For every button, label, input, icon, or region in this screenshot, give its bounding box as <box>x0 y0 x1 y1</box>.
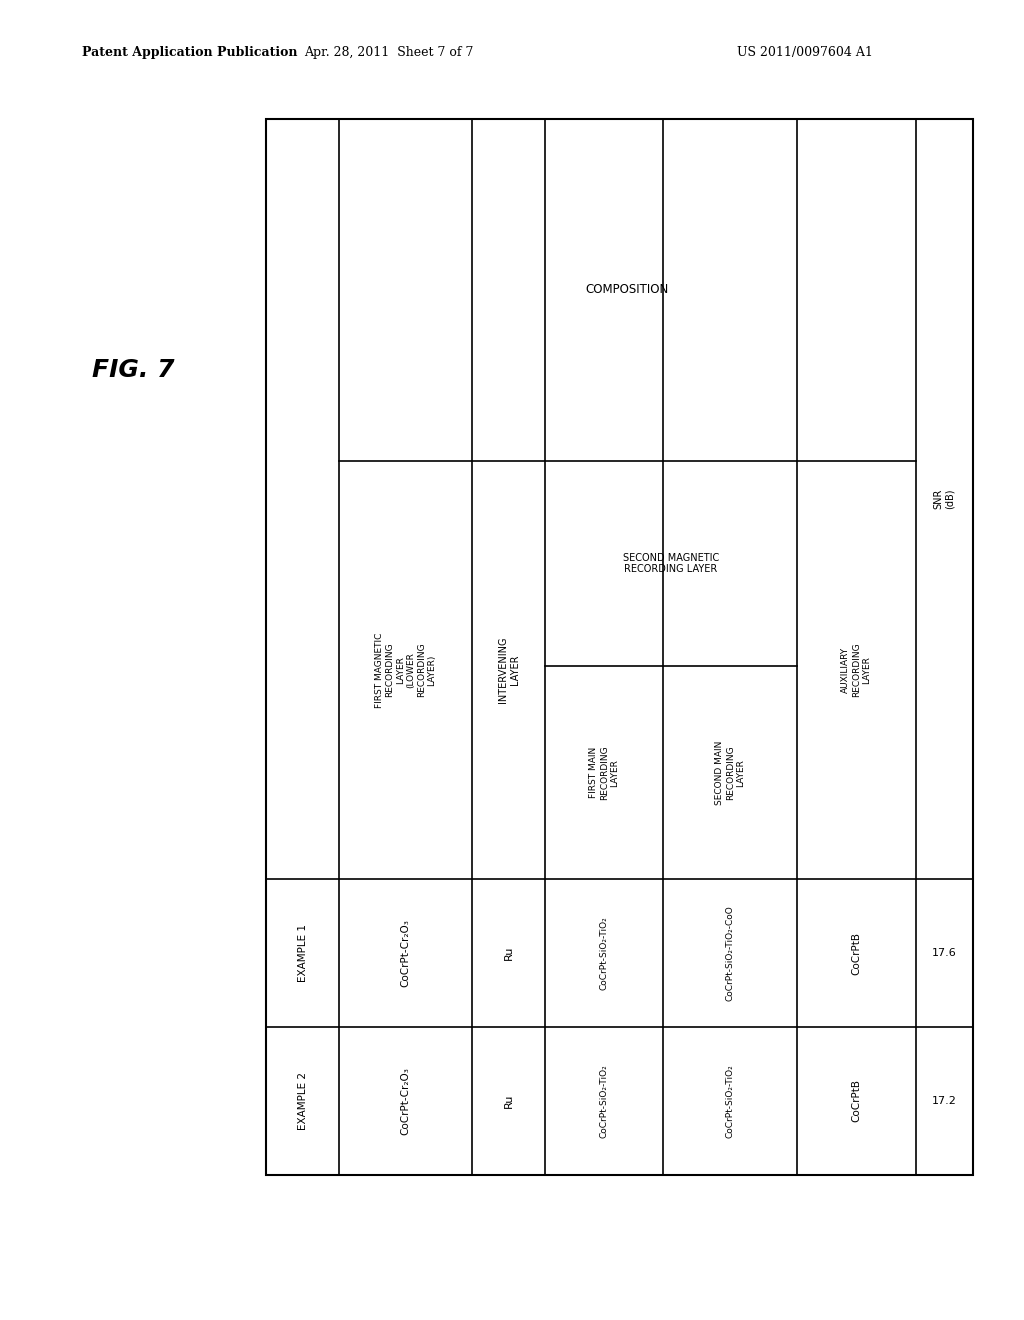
Text: Ru: Ru <box>504 946 514 960</box>
Bar <box>266 119 973 1175</box>
Text: FIRST MAGNETIC
RECORDING
LAYER
(LOWER
RECORDING
LAYER): FIRST MAGNETIC RECORDING LAYER (LOWER RE… <box>375 632 436 708</box>
Text: SECOND MAGNETIC
RECORDING LAYER: SECOND MAGNETIC RECORDING LAYER <box>623 553 719 574</box>
Text: 17.2: 17.2 <box>932 1096 956 1106</box>
Text: Ru: Ru <box>504 1094 514 1107</box>
Text: Patent Application Publication: Patent Application Publication <box>82 46 297 59</box>
Text: CoCrPt-SiO₂-TiO₂: CoCrPt-SiO₂-TiO₂ <box>726 1064 735 1138</box>
Text: CoCrPt-Cr₂O₃: CoCrPt-Cr₂O₃ <box>400 919 411 987</box>
Text: CoCrPtB: CoCrPtB <box>851 1080 861 1122</box>
Text: EXAMPLE 2: EXAMPLE 2 <box>298 1072 307 1130</box>
Text: US 2011/0097604 A1: US 2011/0097604 A1 <box>737 46 873 59</box>
Text: 17.6: 17.6 <box>932 948 956 958</box>
Text: AUXILIARY
RECORDING
LAYER: AUXILIARY RECORDING LAYER <box>842 643 871 697</box>
Text: COMPOSITION: COMPOSITION <box>586 284 669 297</box>
Text: EXAMPLE 1: EXAMPLE 1 <box>298 924 307 982</box>
Text: CoCrPt-SiO₂-TiO₂: CoCrPt-SiO₂-TiO₂ <box>600 1064 608 1138</box>
Text: CoCrPtB: CoCrPtB <box>851 932 861 974</box>
Text: Apr. 28, 2011  Sheet 7 of 7: Apr. 28, 2011 Sheet 7 of 7 <box>304 46 474 59</box>
Text: FIRST MAIN
RECORDING
LAYER: FIRST MAIN RECORDING LAYER <box>590 746 620 800</box>
Text: SECOND MAIN
RECORDING
LAYER: SECOND MAIN RECORDING LAYER <box>716 741 745 805</box>
Text: SNR
(dB): SNR (dB) <box>933 488 955 510</box>
Text: CoCrPt-SiO₂-TiO₂: CoCrPt-SiO₂-TiO₂ <box>600 916 608 990</box>
Text: CoCrPt-Cr₂O₃: CoCrPt-Cr₂O₃ <box>400 1067 411 1135</box>
Text: INTERVENING
LAYER: INTERVENING LAYER <box>498 636 519 704</box>
Text: FIG. 7: FIG. 7 <box>92 358 175 381</box>
Text: CoCrPt-SiO₂-TiO₂-CoO: CoCrPt-SiO₂-TiO₂-CoO <box>726 906 735 1001</box>
